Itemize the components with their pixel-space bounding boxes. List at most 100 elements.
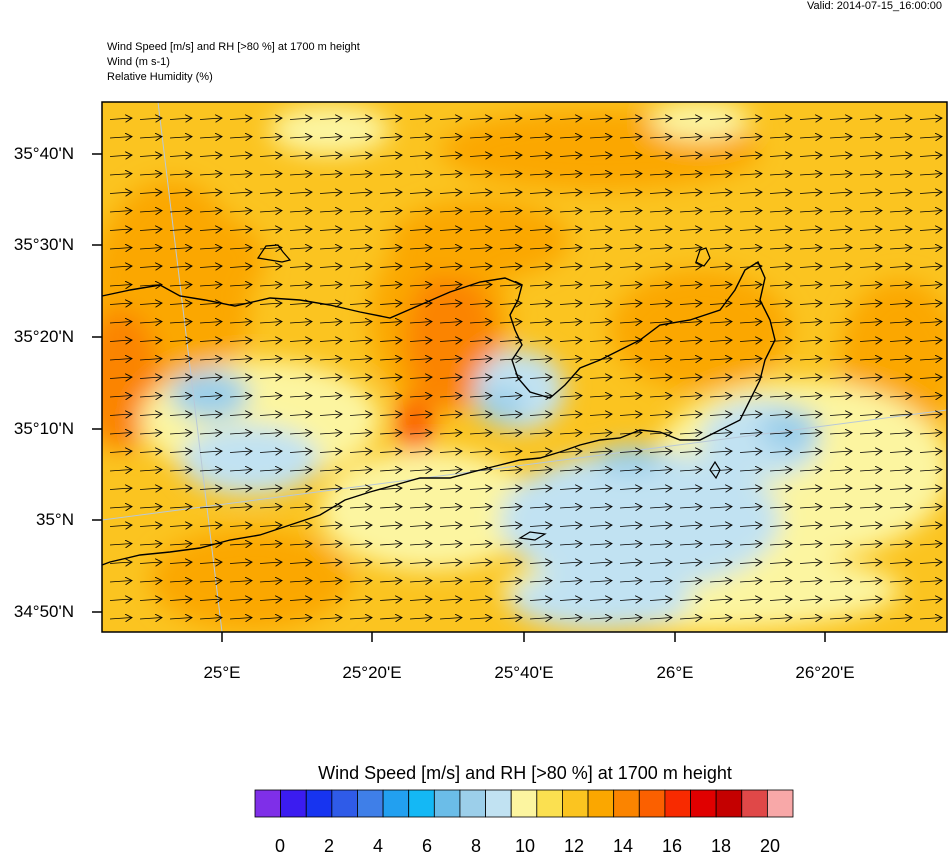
wind-arrow [139, 118, 162, 120]
wind-arrow [109, 396, 132, 398]
wind-arrow [559, 377, 582, 379]
wind-arrow [439, 488, 462, 490]
wind-arrow [559, 581, 582, 583]
wind-arrow [229, 229, 252, 231]
wind-arrow [649, 322, 672, 324]
wind-arrow [529, 285, 552, 287]
wind-arrow [349, 266, 372, 268]
wind-arrow [829, 118, 852, 120]
wind-arrow [499, 192, 522, 194]
wind-arrow [889, 507, 912, 509]
wind-arrow [109, 266, 132, 268]
lat-label-1: 35°40'N [13, 144, 74, 163]
wind-arrow [199, 322, 222, 324]
wind-arrow [619, 322, 642, 324]
wind-arrow [229, 377, 252, 379]
colorbar [254, 789, 794, 818]
wind-arrow [109, 248, 132, 250]
wind-arrow [709, 470, 732, 472]
wind-arrow [709, 174, 732, 176]
wind-arrow [199, 285, 222, 287]
wind-arrow [499, 248, 522, 250]
wind-arrow [169, 507, 192, 509]
wind-arrow [619, 433, 642, 435]
wind-arrow [679, 192, 702, 194]
wind-arrow [199, 229, 222, 231]
wind-arrow [349, 229, 372, 231]
wind-arrow [109, 544, 132, 546]
wind-arrow [769, 174, 792, 176]
wind-arrow [499, 377, 522, 379]
wind-arrow [859, 599, 882, 601]
wind-arrow [379, 359, 402, 361]
wind-arrow [469, 192, 492, 194]
wind-arrow [769, 377, 792, 379]
wind-arrow [859, 581, 882, 583]
wind-arrow [679, 618, 702, 620]
wind-arrow [439, 544, 462, 546]
wind-arrow [619, 192, 642, 194]
wind-arrow [709, 488, 732, 490]
wind-arrow [259, 451, 282, 453]
wind-arrow [169, 303, 192, 305]
wind-arrow [199, 248, 222, 250]
plot-title-line1: Wind Speed [m/s] and RH [>80 %] at 1700 … [107, 41, 360, 53]
wind-arrow [409, 229, 432, 231]
wind-arrow [379, 544, 402, 546]
wind-arrow [199, 451, 222, 453]
wind-arrow [739, 174, 762, 176]
wind-arrow [409, 248, 432, 250]
wind-arrow [589, 192, 612, 194]
wind-arrow [559, 470, 582, 472]
wind-arrow [409, 396, 432, 398]
wind-arrow [199, 118, 222, 120]
wind-arrow [529, 470, 552, 472]
wind-arrow [739, 322, 762, 324]
wind-arrow [739, 248, 762, 250]
colorbar-title: Wind Speed [m/s] and RH [>80 %] at 1700 … [318, 763, 732, 783]
wind-arrow [199, 137, 222, 139]
wind-arrow [379, 322, 402, 324]
wind-arrow [319, 322, 342, 324]
wind-arrow [349, 211, 372, 213]
wind-arrow [229, 211, 252, 213]
wind-arrow [649, 599, 672, 601]
wind-arrow [349, 507, 372, 509]
wind-arrow [229, 599, 252, 601]
wind-arrow [229, 433, 252, 435]
wind-arrow [289, 118, 312, 120]
wind-arrow [619, 544, 642, 546]
wind-arrow [859, 618, 882, 620]
wind-arrow [409, 599, 432, 601]
lat-label-3: 35°20'N [13, 327, 74, 346]
wind-arrow [649, 544, 672, 546]
wind-arrow [919, 229, 942, 231]
wind-arrow [229, 174, 252, 176]
wind-arrow [319, 266, 342, 268]
wind-arrow [559, 155, 582, 157]
wind-arrow [439, 507, 462, 509]
wind-arrow [919, 285, 942, 287]
wind-arrow [469, 174, 492, 176]
wind-arrow [769, 433, 792, 435]
wind-arrow [439, 414, 462, 416]
wind-arrow [889, 618, 912, 620]
wind-arrow [679, 377, 702, 379]
wind-arrow [259, 303, 282, 305]
wind-arrow [829, 599, 852, 601]
wind-arrow [859, 377, 882, 379]
wind-arrow [769, 470, 792, 472]
lon-label-1: 25°E [203, 663, 241, 682]
wind-arrow [169, 118, 192, 120]
wind-arrow [169, 248, 192, 250]
wind-arrow [319, 118, 342, 120]
wind-arrow [799, 285, 822, 287]
wind-arrow [439, 377, 462, 379]
wind-arrow [859, 137, 882, 139]
wind-arrow [259, 488, 282, 490]
wind-arrow [439, 340, 462, 342]
wind-arrow [289, 525, 312, 527]
wind-arrow [649, 414, 672, 416]
wind-arrow [259, 581, 282, 583]
wind-arrow [349, 525, 372, 527]
